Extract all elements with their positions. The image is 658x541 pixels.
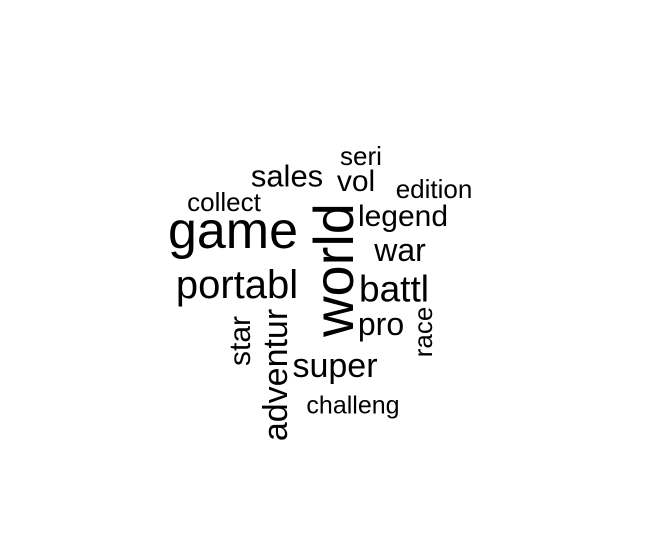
word-star: star — [224, 315, 257, 367]
word-legend: legend — [357, 200, 449, 233]
word-game: game — [167, 202, 299, 260]
word-portabl: portabl — [175, 263, 299, 307]
word-challeng: challeng — [306, 391, 400, 420]
word-seri: seri — [340, 141, 382, 171]
word-race: race — [408, 306, 438, 358]
word-world: world — [302, 203, 365, 337]
word-pro: pro — [357, 306, 405, 342]
word-battl: battl — [359, 268, 429, 310]
word-collect: collect — [187, 187, 261, 217]
word-adventur: adventur — [257, 308, 295, 442]
word-war: war — [374, 232, 426, 268]
word-vol: vol — [336, 165, 376, 198]
word-super: super — [292, 347, 378, 385]
word-sales: sales — [250, 158, 324, 194]
word-edition: edition — [395, 174, 473, 204]
